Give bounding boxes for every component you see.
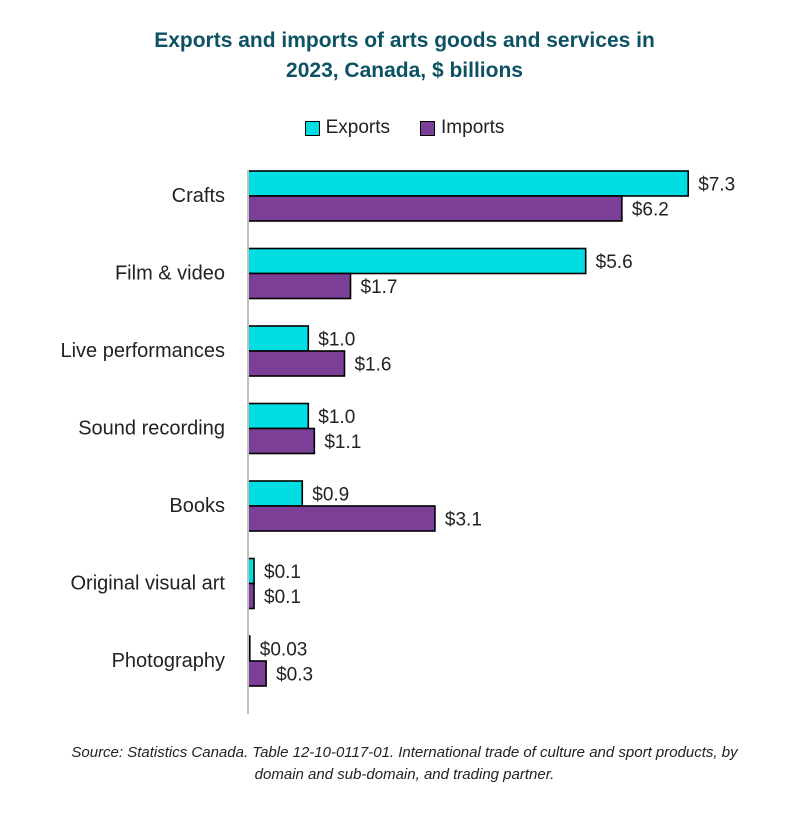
data-label-exports-original-visual-art: $0.1: [264, 562, 301, 583]
data-label-imports-books: $3.1: [445, 510, 482, 531]
data-label-exports-crafts: $7.3: [698, 175, 735, 196]
legend-swatch-exports: [304, 120, 320, 136]
chart-title-line-2: 2023, Canada, $ billions: [286, 59, 523, 82]
data-label-imports-live-performances: $1.6: [354, 355, 391, 376]
legend: Exports Imports: [0, 117, 809, 139]
bar-imports-sound-recording: [247, 427, 316, 455]
data-label-exports-sound-recording: $1.0: [318, 407, 355, 428]
bar-exports-books: [247, 480, 304, 507]
chart-title: Exports and imports of arts goods and se…: [0, 26, 809, 86]
data-label-imports-photography: $0.3: [276, 665, 313, 686]
data-label-imports-crafts: $6.2: [632, 200, 669, 221]
legend-item-exports: Exports: [304, 117, 391, 139]
bar-exports-live-performances: [247, 325, 310, 352]
data-label-exports-film-video: $5.6: [596, 252, 633, 273]
category-label-film-video: Film & video: [115, 263, 225, 285]
bar-exports-sound-recording: [247, 402, 310, 430]
bar-imports-crafts: [247, 195, 623, 222]
bar-imports-live-performances: [247, 350, 346, 377]
data-label-imports-original-visual-art: $0.1: [264, 587, 301, 608]
data-label-exports-live-performances: $1.0: [318, 330, 355, 351]
bar-imports-film-video: [247, 272, 352, 300]
bar-imports-books: [247, 505, 436, 532]
legend-item-imports: Imports: [420, 117, 504, 139]
legend-label-exports: Exports: [325, 117, 391, 138]
category-label-original-visual-art: Original visual art: [70, 573, 225, 595]
data-label-imports-film-video: $1.7: [361, 277, 398, 298]
bar-exports-film-video: [247, 247, 587, 275]
chart-title-line-1: Exports and imports of arts goods and se…: [154, 29, 655, 52]
data-label-exports-photography: $0.03: [260, 640, 308, 661]
category-label-sound-recording: Sound recording: [78, 418, 225, 440]
legend-swatch-imports: [420, 120, 436, 136]
bar-exports-crafts: [247, 170, 689, 197]
category-label-live-performances: Live performances: [60, 340, 225, 362]
category-label-crafts: Crafts: [172, 185, 225, 207]
bar-imports-photography: [247, 660, 267, 687]
source-line-2: domain and sub-domain, and trading partn…: [254, 766, 555, 783]
source-note: Source: Statistics Canada. Table 12-10-0…: [20, 742, 789, 786]
data-label-exports-books: $0.9: [312, 485, 349, 506]
category-label-books: Books: [169, 495, 225, 517]
data-label-imports-sound-recording: $1.1: [324, 432, 361, 453]
bar-chart: Crafts $7.3 $6.2 Film & video $5.6 $1.7 Live p…: [60, 170, 735, 714]
legend-label-imports: Imports: [441, 117, 505, 138]
category-label-photography: Photography: [112, 650, 225, 672]
source-line-1: Source: Statistics Canada. Table 12-10-0…: [71, 744, 738, 761]
